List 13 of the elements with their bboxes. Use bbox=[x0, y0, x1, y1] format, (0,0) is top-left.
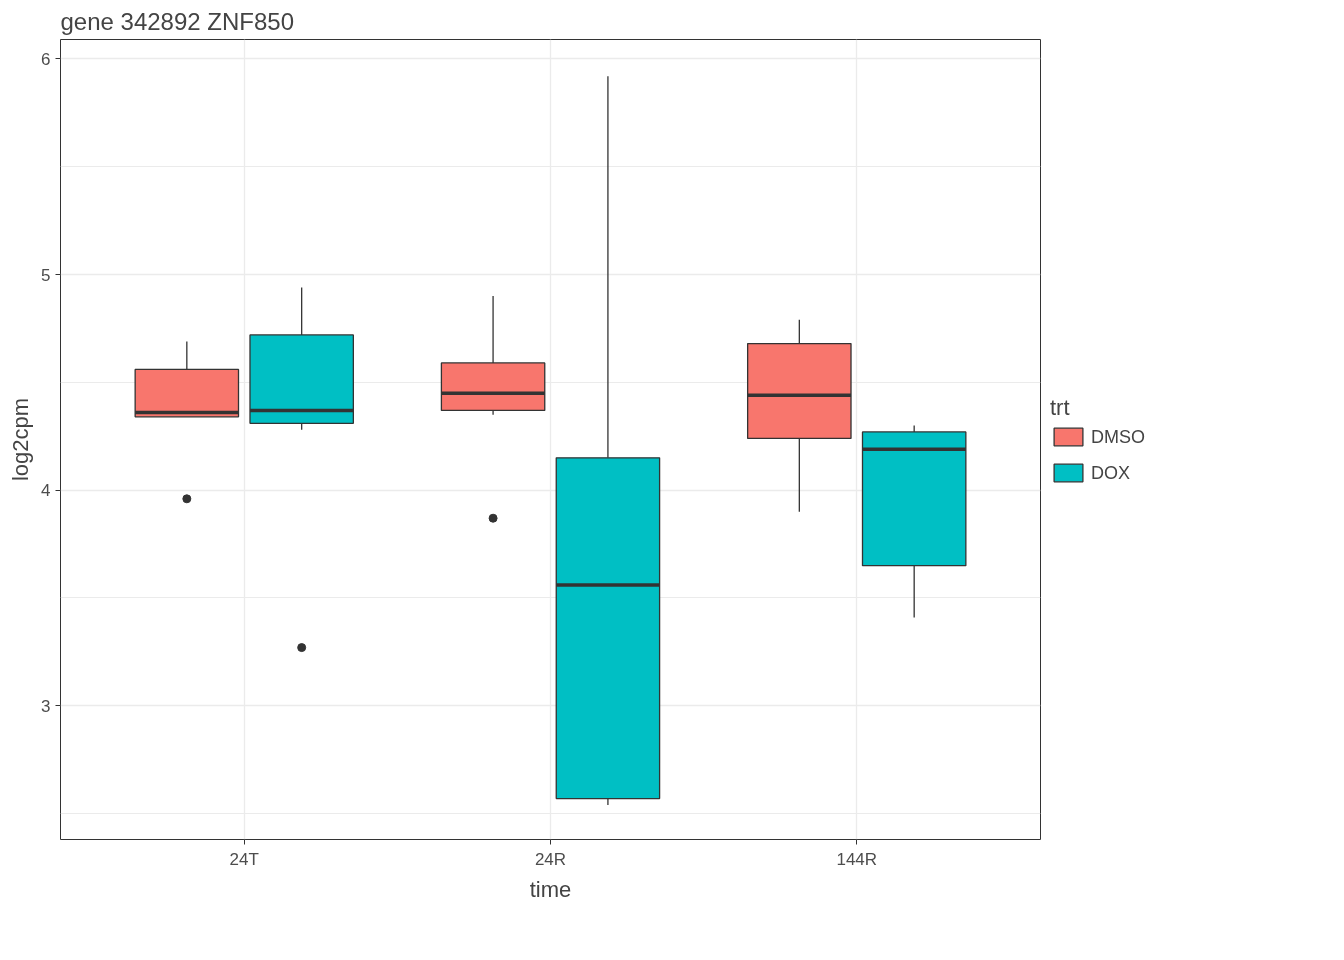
y-tick-label: 3 bbox=[41, 696, 51, 716]
y-tick-label: 6 bbox=[41, 49, 51, 69]
y-tick-label: 5 bbox=[41, 265, 51, 285]
y-tick-label: 4 bbox=[41, 481, 51, 501]
x-tick-label: 24R bbox=[534, 849, 567, 869]
x-tick-label: 24T bbox=[229, 849, 259, 869]
legend-title: trt bbox=[1050, 394, 1071, 421]
legend-label: DOX bbox=[1091, 462, 1131, 483]
x-tick-label: 144R bbox=[836, 849, 878, 869]
x-axis-title: time bbox=[529, 876, 572, 902]
legend-label: DMSO bbox=[1091, 426, 1145, 447]
y-axis-title: log2cpm bbox=[8, 397, 34, 482]
chart-title: gene 342892 ZNF850 bbox=[60, 7, 295, 35]
